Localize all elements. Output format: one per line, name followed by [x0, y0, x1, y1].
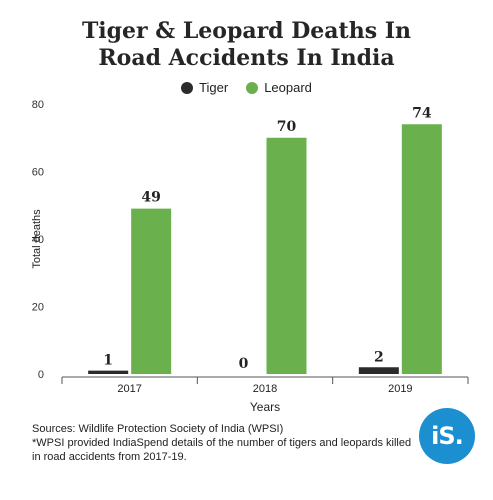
title-line-1: Tiger & Leopard Deaths In	[81, 18, 412, 44]
y-tick-label: 60	[32, 167, 44, 179]
bar-chart: 0 20 40 60 80 Total deaths 1 49 2017 0 70 2018 2 74 20…	[31, 99, 469, 414]
x-tick-label: 2018	[253, 383, 277, 395]
sources-line: Sources: Wildlife Protection Society of …	[32, 423, 284, 435]
y-tick-label: 40	[32, 234, 44, 246]
note-line: *WPSI provided IndiaSpend details of the…	[32, 437, 412, 463]
bar-leopard	[131, 208, 172, 374]
x-tick-label: 2019	[388, 383, 412, 395]
logo-text: iS.	[431, 422, 464, 450]
bar-tiger	[358, 367, 399, 374]
bar-leopard	[401, 124, 442, 374]
data-label-leopard: 74	[412, 105, 432, 121]
legend-item-tiger: Tiger	[181, 80, 228, 95]
title-line-2: Road Accidents In India	[98, 45, 395, 71]
y-axis-title: Total deaths	[31, 209, 43, 269]
data-label-tiger: 1	[103, 353, 113, 369]
legend-swatch-tiger	[181, 81, 194, 94]
legend-label-leopard: Leopard	[264, 80, 312, 95]
sources-note: Sources: Wildlife Protection Society of …	[32, 422, 412, 464]
legend-label-tiger: Tiger	[199, 80, 229, 95]
data-label-tiger: 2	[374, 349, 384, 365]
y-tick-label: 80	[32, 99, 44, 111]
bar-leopard	[266, 137, 307, 374]
legend-item-leopard: Leopard	[246, 80, 312, 95]
chart-title: Tiger & Leopard Deaths In Road Accidents…	[0, 18, 493, 72]
bar-tiger	[88, 370, 129, 374]
indiaspend-logo: iS.	[419, 408, 475, 464]
x-tick-label: 2017	[117, 383, 141, 395]
data-label-tiger: 0	[239, 356, 249, 372]
x-axis-title: Years	[250, 400, 280, 414]
data-label-leopard: 49	[141, 190, 160, 206]
y-tick-label: 0	[38, 369, 44, 381]
y-tick-label: 20	[32, 302, 44, 314]
legend-swatch-leopard	[246, 81, 259, 94]
data-label-leopard: 70	[277, 119, 297, 135]
legend: Tiger Leopard	[0, 80, 493, 95]
